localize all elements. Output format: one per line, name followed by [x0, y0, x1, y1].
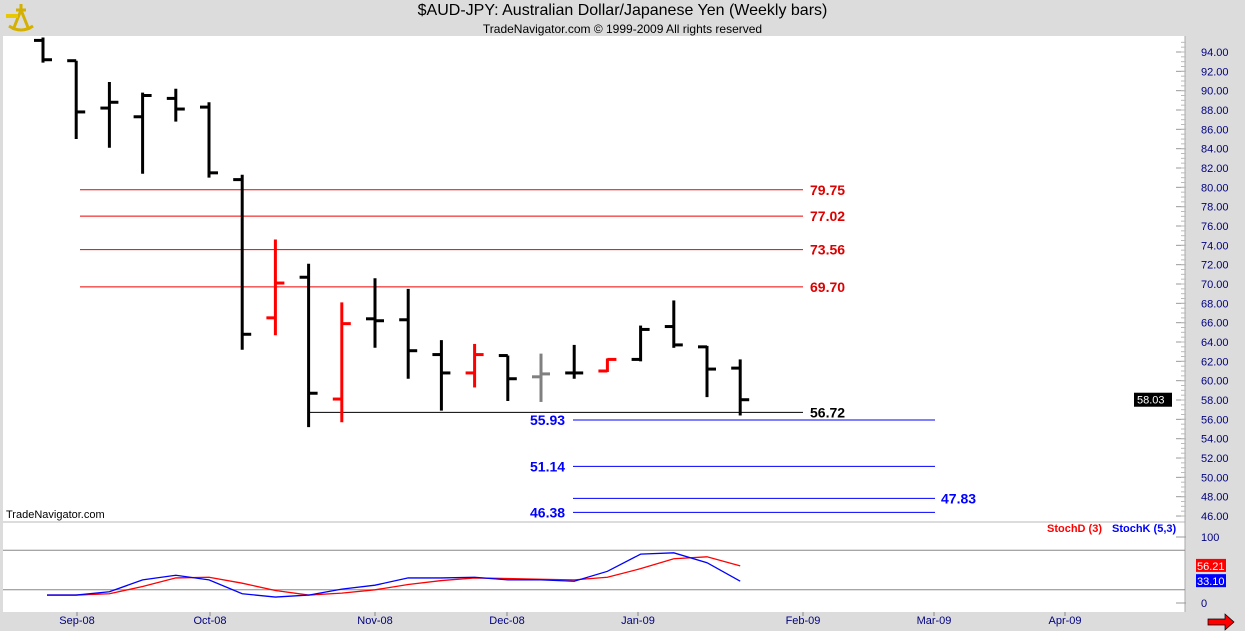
- y-tick-label: 52.00: [1201, 453, 1229, 465]
- level-label: 56.72: [810, 404, 845, 420]
- y-tick-label: 82.00: [1201, 163, 1229, 175]
- y-tick-label: 78.00: [1201, 202, 1229, 214]
- ohlc-bar: [399, 288, 418, 379]
- last-price-label: 58.03: [1137, 395, 1165, 407]
- ohlc-bar: [67, 59, 86, 140]
- y-tick-label: 54.00: [1201, 434, 1229, 446]
- watermark: TradeNavigator.com: [6, 509, 105, 521]
- stoch-value-label: 33.10: [1197, 576, 1225, 588]
- y-tick-label: 50.00: [1201, 472, 1229, 484]
- stoch-legend: StochD (3): [1047, 523, 1102, 535]
- y-tick-label: 72.00: [1201, 260, 1229, 272]
- y-tick-label: 58.00: [1201, 395, 1229, 407]
- y-tick-label: 84.00: [1201, 144, 1229, 156]
- level-label: 77.02: [810, 208, 845, 224]
- ohlc-bar: [166, 88, 185, 122]
- sextant-logo-icon: [6, 4, 34, 32]
- level-label: 79.75: [810, 182, 845, 198]
- ohlc-bar: [200, 102, 218, 178]
- ohlc-bar: [366, 278, 384, 348]
- x-tick-label: Jan-09: [621, 615, 655, 627]
- x-tick-label: Mar-09: [917, 615, 952, 627]
- stoch-line-d: [47, 556, 741, 596]
- x-tick-label: Dec-08: [489, 615, 524, 627]
- x-tick-label: Oct-08: [193, 615, 226, 627]
- y-tick-label: 46.00: [1201, 511, 1229, 523]
- ohlc-bar: [598, 357, 617, 373]
- last-price-box: [1134, 392, 1172, 407]
- ohlc-bar: [698, 345, 716, 398]
- y-tick-label: 70.00: [1201, 279, 1229, 291]
- stoch-y-tick-label: 0: [1201, 598, 1207, 610]
- x-tick-label: Nov-08: [357, 615, 392, 627]
- stoch-line-k: [47, 552, 741, 598]
- x-tick-label: Sep-08: [59, 615, 94, 627]
- y-tick-label: 48.00: [1201, 492, 1229, 504]
- level-label: 73.56: [810, 242, 845, 258]
- level-label: 55.93: [530, 412, 565, 428]
- ohlc-bar: [498, 354, 517, 401]
- level-label: 46.38: [530, 504, 565, 520]
- ohlc-bar: [664, 300, 683, 348]
- level-label: 69.70: [810, 279, 845, 295]
- stoch-value-label: 56.21: [1197, 561, 1225, 573]
- x-tick-label: Feb-09: [786, 615, 821, 627]
- scroll-right-arrow-icon[interactable]: [1207, 613, 1235, 631]
- y-tick-label: 80.00: [1201, 182, 1229, 194]
- ohlc-bar: [532, 353, 550, 402]
- ohlc-bar: [631, 325, 650, 362]
- stoch-y-tick-label: 100: [1201, 532, 1219, 544]
- x-tick-label: Apr-09: [1048, 615, 1081, 627]
- stoch-legend: StochK (5,3): [1112, 523, 1177, 535]
- chart-subtitle: TradeNavigator.com © 1999-2009 All right…: [482, 22, 763, 36]
- chart-title: $AUD-JPY: Australian Dollar/Japanese Yen…: [417, 2, 828, 19]
- ohlc-bar: [299, 263, 318, 428]
- y-tick-label: 66.00: [1201, 318, 1229, 330]
- ohlc-bar: [565, 344, 584, 379]
- y-tick-label: 90.00: [1201, 86, 1229, 98]
- y-tick-label: 94.00: [1201, 47, 1229, 59]
- level-label: 47.83: [941, 490, 976, 506]
- y-tick-label: 62.00: [1201, 356, 1229, 368]
- ohlc-bar: [332, 302, 351, 423]
- stoch-value-box: [1196, 574, 1226, 588]
- y-tick-label: 64.00: [1201, 337, 1229, 349]
- ohlc-bar: [233, 174, 252, 350]
- y-tick-label: 76.00: [1201, 221, 1229, 233]
- y-tick-label: 74.00: [1201, 240, 1229, 252]
- stochastic-panel: [3, 523, 1185, 612]
- y-tick-label: 86.00: [1201, 124, 1229, 136]
- level-label: 51.14: [530, 458, 565, 474]
- y-tick-label: 68.00: [1201, 298, 1229, 310]
- ohlc-bar: [465, 343, 484, 388]
- ohlc-bar: [100, 81, 119, 148]
- y-tick-label: 60.00: [1201, 376, 1229, 388]
- y-tick-label: 88.00: [1201, 105, 1229, 117]
- y-tick-label: 56.00: [1201, 414, 1229, 426]
- ohlc-bar: [432, 340, 451, 411]
- ohlc-bar: [133, 92, 152, 174]
- y-tick-label: 92.00: [1201, 66, 1229, 78]
- price-panel: [3, 36, 1185, 521]
- stoch-value-box: [1196, 558, 1226, 572]
- ohlc-bar: [266, 239, 285, 336]
- ohlc-bar: [34, 37, 52, 63]
- ohlc-bar: [731, 359, 750, 416]
